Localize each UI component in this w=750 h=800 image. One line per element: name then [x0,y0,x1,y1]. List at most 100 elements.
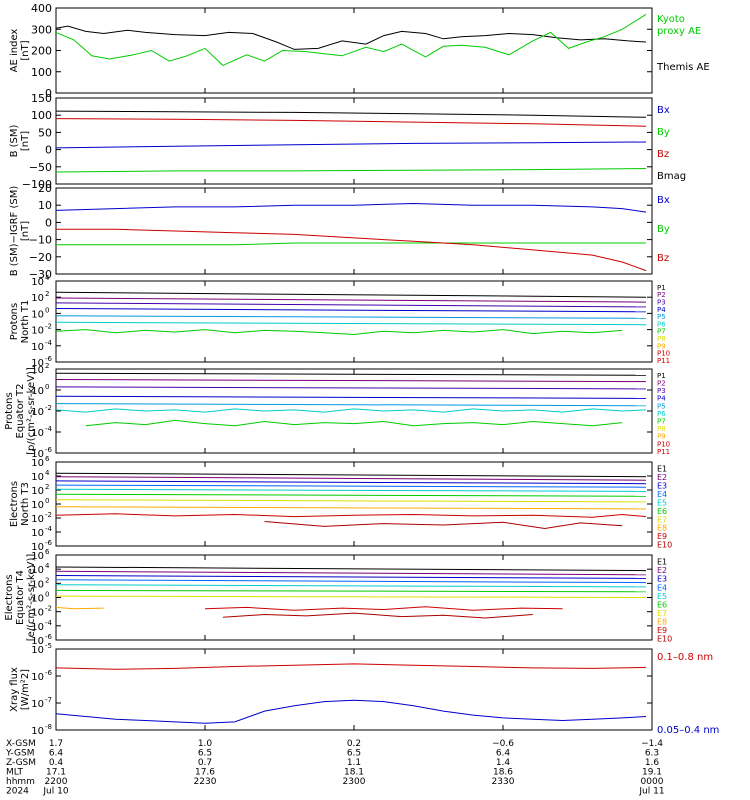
xaxis-value-3-0: −0.6 [492,739,514,749]
series-line-6-1 [55,570,647,576]
legend-4-6: P7 [657,418,666,426]
xaxis-value-1-4: 2230 [194,777,217,787]
legend-6-2: E3 [657,575,667,584]
legend-6-6: E7 [657,609,667,618]
panel-frame-2 [55,187,653,275]
xaxis-value-0-1: 6.4 [49,749,64,759]
xaxis-row-label-1: Y-GSM [5,749,34,759]
xaxis-value-2-0: 0.2 [347,739,361,749]
ytick-label-6-2: 10 [31,579,44,590]
legend-3-8: P9 [657,342,666,350]
ytick-exp-4-3: -4 [45,425,53,433]
xaxis-value-0-2: 0.4 [49,758,64,768]
xaxis-row-label-2: Z-GSM [6,758,36,768]
ytick-label-5-6: 10 [31,542,44,553]
legend-4-7: P8 [657,425,666,433]
ytick-label-7-0: 10 [31,645,44,656]
ylabel-4-2: [p/(cm²-s-sr-keV)] [26,367,37,455]
ylabel-7-1: [W/m²2] [20,669,31,710]
ytick-label-1-4: −50 [29,161,52,174]
ytick-label-4-1: 10 [31,386,44,397]
ytick-label-5-5: 10 [31,528,44,539]
ytick-exp-4-0: 2 [45,362,49,370]
series-line-6-6 [55,595,647,598]
series-line-6-7 [55,606,104,610]
ytick-label-6-5: 10 [31,622,44,633]
ytick-label-0-2: 200 [31,45,52,58]
ytick-label-3-2: 10 [31,309,44,320]
series-line-5-4 [55,488,647,492]
ytick-exp-3-4: -4 [45,339,53,347]
ytick-label-5-4: 10 [31,514,44,525]
legend-7-1: 0.05–0.4 nm [657,725,719,736]
legend-2-1: By [657,224,670,235]
ylabel-6-2: [e/(cm²-s-sr-keV)] [26,554,37,642]
series-line-6-0 [55,566,647,572]
series-line-6-9 [222,612,533,619]
ylabel-0-0: AE index [9,29,20,73]
ylabel-3-1: North T1 [20,300,31,344]
legend-6-9: E10 [657,635,672,644]
legend-5-7: E8 [657,524,667,533]
legend-2-0: Bx [657,195,670,206]
ytick-label-3-3: 10 [31,326,44,337]
ytick-exp-4-4: -6 [45,446,53,454]
ytick-label-4-4: 10 [31,449,44,460]
xaxis-value-1-1: 6.5 [198,749,212,759]
xaxis-row-label-5: 2024 [6,787,29,797]
ytick-label-7-2: 10 [31,699,44,710]
ylabel-2-1: [nT] [20,221,31,241]
legend-4-10: P11 [657,448,670,456]
ytick-exp-3-0: 4 [45,274,50,282]
ytick-label-1-2: 50 [38,126,52,139]
xaxis-value-3-1: 6.4 [496,749,511,759]
series-line-3-4 [55,315,647,319]
ytick-exp-3-2: 0 [45,306,49,314]
series-line-7-0 [55,663,647,670]
legend-5-1: E2 [657,473,667,482]
ytick-label-2-4: −20 [29,251,52,264]
legend-1-1: By [657,127,670,138]
legend-5-2: E3 [657,481,667,490]
legend-3-2: P3 [657,299,666,307]
ytick-exp-6-0: 6 [45,548,50,556]
series-line-5-6 [55,499,647,503]
xaxis-value-4-3: 19.1 [642,768,662,778]
legend-4-2: P3 [657,387,666,395]
legend-4-0: P1 [657,372,666,380]
series-line-6-2 [55,575,647,579]
xaxis-value-1-0: 1.0 [198,739,213,749]
ytick-exp-6-1: 4 [45,562,50,570]
xaxis-value-4-0: −1.4 [641,739,663,749]
series-line-7-1 [55,699,647,724]
ytick-label-2-2: 0 [45,216,52,229]
panel-frame-7 [55,648,653,731]
panel-frame-0 [55,7,653,94]
legend-6-7: E8 [657,617,667,626]
legend-3-9: P10 [657,350,670,358]
xaxis-row-label-0: X-GSM [6,739,36,749]
ytick-label-4-0: 10 [31,365,44,376]
legend-4-3: P4 [657,395,666,403]
ytick-exp-6-2: 2 [45,576,49,584]
ytick-label-0-3: 100 [31,66,52,79]
ytick-exp-4-1: 0 [45,383,49,391]
ytick-label-3-0: 10 [31,277,44,288]
ytick-exp-5-5: -4 [45,525,53,533]
ytick-label-1-0: 150 [31,92,52,105]
ylabel-0-1: [nT] [20,40,31,60]
series-line-5-9 [264,521,623,530]
ylabel-1-0: B (SM) [9,124,20,157]
legend-5-8: E9 [657,532,667,541]
ytick-label-6-1: 10 [31,565,44,576]
legend-1-0: Bx [657,105,670,116]
ytick-label-4-3: 10 [31,428,44,439]
xaxis-value-3-4: 2330 [492,777,515,787]
ytick-exp-3-1: 2 [45,290,49,298]
xaxis-value-4-4: 0000 [641,777,664,787]
ytick-label-7-1: 10 [31,672,44,683]
ytick-label-2-0: 20 [38,182,52,195]
ytick-label-5-2: 10 [31,486,44,497]
ytick-exp-5-1: 4 [45,469,50,477]
legend-6-0: E1 [657,558,667,567]
